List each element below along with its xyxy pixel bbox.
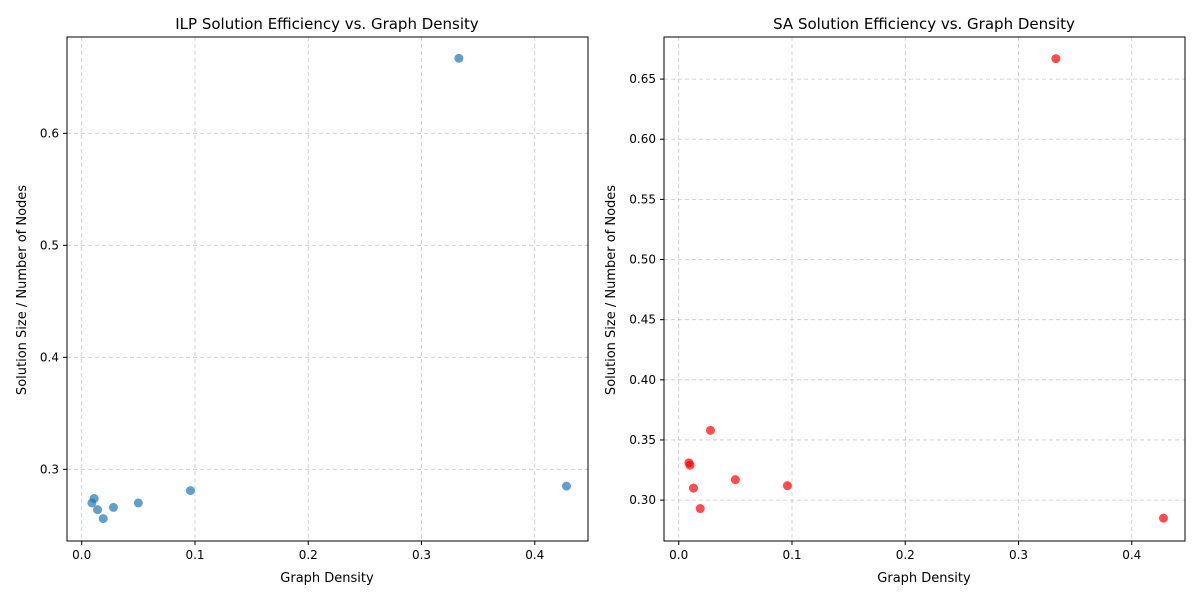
data-point — [89, 493, 99, 503]
plot-area: 0.0 0.1 0.2 0.3 0.4 0.3 0.4 0.5 0.6 — [40, 36, 589, 562]
axes-frame — [663, 36, 1186, 542]
axes-frame — [66, 36, 589, 542]
chart-title: SA Solution Efficiency vs. Graph Density — [773, 15, 1075, 33]
y-axis-label: Solution Size / Number of Nodes — [604, 185, 619, 395]
data-point — [454, 53, 464, 63]
data-point — [1158, 513, 1168, 523]
data-point — [93, 505, 103, 515]
x-tick-label: 0.3 — [1009, 548, 1028, 562]
x-tick-label: 0.0 — [669, 548, 688, 562]
y-axis-label: Solution Size / Number of Nodes — [15, 185, 30, 395]
data-point — [108, 502, 118, 512]
y-tick-label: 0.50 — [629, 253, 656, 267]
sa-chart-panel: SA Solution Efficiency vs. Graph Density… — [604, 15, 1186, 586]
data-point — [705, 425, 715, 435]
data-point — [730, 475, 740, 485]
x-axis-label: Graph Density — [280, 571, 374, 586]
x-tick-label: 0.2 — [896, 548, 915, 562]
y-tick-label: 0.35 — [629, 433, 656, 447]
x-tick-label: 0.0 — [72, 548, 91, 562]
data-point — [133, 498, 143, 508]
data-point — [685, 460, 695, 470]
y-tick-label: 0.40 — [629, 373, 656, 387]
y-tick-label: 0.55 — [629, 192, 656, 206]
ilp-chart-panel: ILP Solution Efficiency vs. Graph Densit… — [15, 15, 589, 586]
data-point — [688, 483, 698, 493]
data-point — [185, 486, 195, 496]
y-tick-label: 0.65 — [629, 72, 656, 86]
y-tick-label: 0.45 — [629, 313, 656, 327]
x-tick-label: 0.4 — [525, 548, 544, 562]
x-tick-label: 0.1 — [185, 548, 204, 562]
y-tick-label: 0.30 — [629, 493, 656, 507]
data-point — [561, 481, 571, 491]
y-tick-label: 0.5 — [40, 238, 59, 252]
x-tick-label: 0.3 — [412, 548, 431, 562]
x-axis-label: Graph Density — [877, 571, 971, 586]
x-tick-label: 0.4 — [1122, 548, 1141, 562]
y-tick-label: 0.6 — [40, 126, 59, 140]
data-point — [98, 514, 108, 524]
x-tick-label: 0.1 — [782, 548, 801, 562]
y-tick-label: 0.4 — [40, 350, 59, 364]
y-tick-label: 0.60 — [629, 132, 656, 146]
x-tick-label: 0.2 — [299, 548, 318, 562]
data-point — [782, 481, 792, 491]
y-tick-label: 0.3 — [40, 462, 59, 476]
plot-area: 0.0 0.1 0.2 0.3 0.4 0.30 0.35 0.40 0.45 0.50 0.55 0… — [629, 36, 1186, 562]
chart-title: ILP Solution Efficiency vs. Graph Densit… — [175, 15, 479, 33]
data-point — [1051, 54, 1061, 64]
data-point — [695, 504, 705, 514]
